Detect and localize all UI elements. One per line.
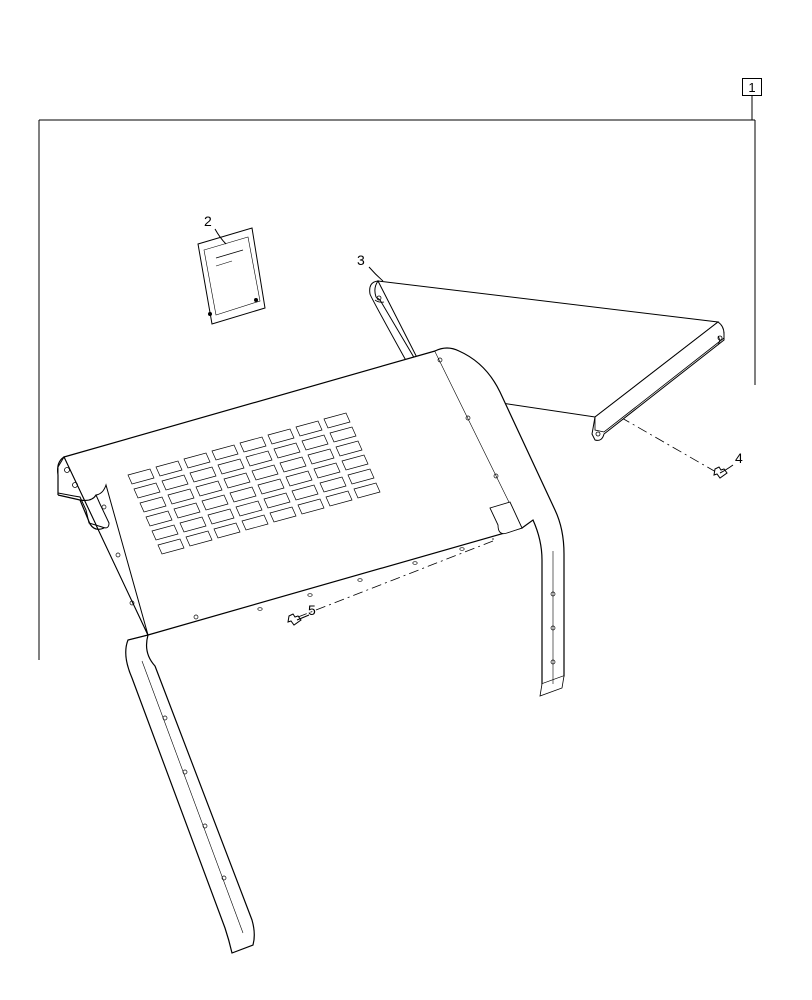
part-rops-frame: [58, 348, 564, 953]
callout-3-label: 3: [357, 252, 365, 268]
diagram-canvas: 1 2 3 4 5: [0, 0, 812, 1000]
callout-4-label: 4: [735, 450, 743, 466]
callout-1-box: 1: [742, 78, 762, 96]
part-plate: [198, 228, 265, 324]
parts-illustration: [0, 0, 812, 1000]
callout-1-label: 1: [748, 80, 755, 95]
callout-5-label: 5: [308, 602, 316, 618]
callout-2-label: 2: [204, 213, 212, 229]
